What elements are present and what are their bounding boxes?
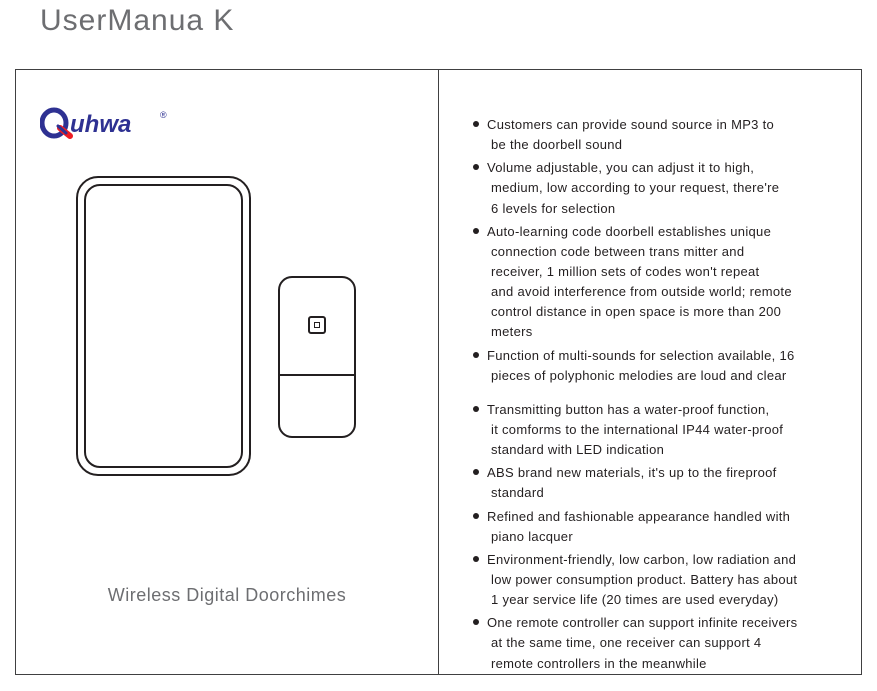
feature-item: Function of multi-sounds for selection a… <box>473 346 831 386</box>
feature-item: Transmitting button has a water-proof fu… <box>473 400 831 460</box>
feature-line: pieces of polyphonic melodies are loud a… <box>487 366 831 386</box>
feature-line: meters <box>487 322 831 342</box>
left-panel: uhwa ® Wireless Digital Doorchimes <box>16 70 439 674</box>
feature-line: at the same time, one receiver can suppo… <box>487 633 831 653</box>
feature-item: ABS brand new materials, it's up to the … <box>473 463 831 503</box>
feature-line: piano lacquer <box>487 527 831 547</box>
feature-item: One remote controller can support infini… <box>473 613 831 673</box>
receiver-illustration <box>76 176 251 476</box>
feature-line: Auto-learning code doorbell establishes … <box>487 222 831 242</box>
feature-line: remote controllers in the meanwhile <box>487 654 831 674</box>
svg-text:®: ® <box>160 110 167 120</box>
page-title: UserManua K <box>40 4 234 38</box>
feature-line: 6 levels for selection <box>487 199 831 219</box>
feature-line: standard <box>487 483 831 503</box>
feature-line: Customers can provide sound source in MP… <box>487 115 831 135</box>
feature-line: be the doorbell sound <box>487 135 831 155</box>
feature-line: Function of multi-sounds for selection a… <box>487 346 831 366</box>
feature-line: Refined and fashionable appearance handl… <box>487 507 831 527</box>
product-caption: Wireless Digital Doorchimes <box>16 585 438 606</box>
feature-item: Auto-learning code doorbell establishes … <box>473 222 831 343</box>
feature-line: it comforms to the international IP44 wa… <box>487 420 831 440</box>
transmitter-illustration <box>278 276 356 438</box>
feature-line: standard with LED indication <box>487 440 831 460</box>
feature-line: Transmitting button has a water-proof fu… <box>487 400 831 420</box>
feature-line: receiver, 1 million sets of codes won't … <box>487 262 831 282</box>
features-panel: Customers can provide sound source in MP… <box>439 70 861 674</box>
feature-line: low power consumption product. Battery h… <box>487 570 831 590</box>
feature-item: Environment-friendly, low carbon, low ra… <box>473 550 831 610</box>
feature-line: 1 year service life (20 times are used e… <box>487 590 831 610</box>
feature-line: Volume adjustable, you can adjust it to … <box>487 158 831 178</box>
feature-item: Customers can provide sound source in MP… <box>473 115 831 155</box>
feature-line: Environment-friendly, low carbon, low ra… <box>487 550 831 570</box>
feature-line: ABS brand new materials, it's up to the … <box>487 463 831 483</box>
feature-item: Volume adjustable, you can adjust it to … <box>473 158 831 218</box>
feature-line: and avoid interference from outside worl… <box>487 282 831 302</box>
feature-line: connection code between trans mitter and <box>487 242 831 262</box>
feature-line: medium, low according to your request, t… <box>487 178 831 198</box>
feature-line: One remote controller can support infini… <box>487 613 831 633</box>
brand-text: uhwa <box>70 111 131 138</box>
brand-logo: uhwa ® <box>40 106 170 140</box>
feature-list: Customers can provide sound source in MP… <box>473 115 831 674</box>
feature-item: Refined and fashionable appearance handl… <box>473 507 831 547</box>
feature-line: control distance in open space is more t… <box>487 302 831 322</box>
manual-container: uhwa ® Wireless Digital Doorchimes Custo… <box>15 69 862 675</box>
